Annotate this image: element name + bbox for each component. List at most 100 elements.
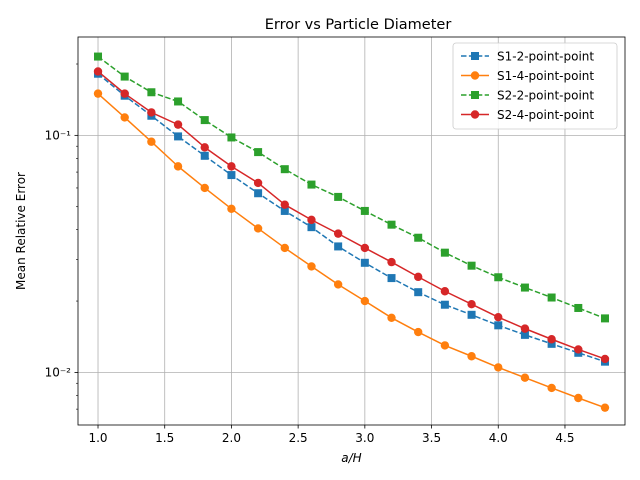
data-point (200, 116, 209, 125)
x-tick-label: 1.5 (155, 431, 174, 445)
series-line (97, 73, 606, 363)
data-point (600, 354, 610, 364)
data-point (600, 314, 609, 323)
data-point (440, 248, 449, 257)
data-point (93, 67, 103, 76)
series-S2-2-point-point (94, 52, 609, 323)
data-point (387, 274, 396, 283)
legend: S1-2-point-point S1-4-point-point S2-2-poi… (452, 42, 618, 130)
data-series (93, 52, 610, 412)
data-point (414, 272, 423, 282)
legend-marker (471, 52, 479, 60)
series-line (97, 93, 606, 409)
y-tick-label: 10⁻² (45, 365, 72, 379)
x-tick-label: 3.0 (355, 431, 374, 445)
data-point (494, 321, 503, 330)
chart-title: Error vs Particle Diameter (265, 17, 452, 33)
legend-label: S1-4-point-point (497, 69, 594, 83)
data-point (307, 180, 316, 189)
x-tick-label: 4.5 (555, 431, 574, 445)
data-point (467, 310, 476, 319)
series-line (97, 70, 606, 360)
data-point (307, 262, 316, 271)
data-point (227, 171, 236, 180)
x-tick-label: 2.0 (222, 431, 241, 445)
data-point (574, 303, 583, 312)
data-point (120, 72, 129, 81)
data-point (147, 108, 156, 117)
data-point (360, 206, 369, 215)
x-tick-label: 1.0 (88, 431, 107, 445)
data-point (494, 312, 503, 322)
legend-entry: S1-2-point-point (461, 50, 594, 64)
legend-label: S1-2-point-point (497, 50, 594, 64)
data-point (227, 204, 236, 214)
data-point (467, 261, 476, 270)
data-point (253, 178, 263, 188)
data-point (120, 89, 129, 98)
legend-entry: S2-2-point-point (461, 89, 594, 103)
plot-frame (77, 36, 626, 426)
data-point (440, 300, 449, 309)
data-point (200, 183, 209, 193)
data-point (227, 162, 236, 171)
data-point (494, 273, 503, 282)
legend-label: S2-2-point-point (497, 89, 594, 103)
data-point (600, 403, 610, 412)
data-point (360, 258, 369, 267)
data-point (280, 243, 289, 253)
legend-box (452, 42, 618, 130)
legend-entry: S1-4-point-point (461, 69, 594, 83)
data-point (440, 287, 450, 296)
x-tick-label: 4.0 (489, 431, 508, 445)
data-point (280, 200, 289, 209)
data-point (173, 120, 183, 129)
data-point (520, 324, 530, 333)
data-point (574, 345, 583, 354)
data-point (227, 133, 236, 142)
data-point (387, 220, 396, 229)
legend-entry: S2-4-point-point (461, 108, 594, 122)
data-point (280, 165, 289, 174)
data-point (547, 335, 556, 344)
data-point (280, 206, 289, 215)
data-point (387, 257, 396, 267)
y-tick-label: 10⁻¹ (45, 128, 72, 142)
data-point (333, 229, 343, 238)
axes: 1.0 1.5 2.0 2.5 3.0 3.5 4.0 4.5 10⁻² 10⁻¹ (45, 63, 575, 445)
data-point (147, 88, 156, 97)
data-point (360, 243, 370, 253)
series-S2-4-point-point (93, 67, 610, 364)
data-point (307, 215, 316, 225)
data-point (440, 341, 450, 350)
data-point (414, 233, 423, 242)
data-point (520, 330, 529, 339)
data-point (120, 113, 129, 122)
data-point (360, 296, 370, 306)
legend-marker (470, 71, 480, 80)
data-point (467, 299, 476, 309)
data-point (94, 52, 103, 61)
data-point (333, 280, 343, 289)
x-tick-label: 3.5 (422, 431, 441, 445)
data-point (574, 393, 583, 403)
data-point (254, 189, 263, 198)
data-point (547, 339, 556, 348)
data-point (547, 293, 556, 302)
series-S1-4-point-point (93, 89, 610, 412)
y-axis-label: Mean Relative Error (14, 172, 28, 290)
legend-marker (470, 110, 480, 119)
data-point (200, 151, 209, 160)
x-tick-label: 2.5 (289, 431, 308, 445)
data-point (414, 288, 423, 297)
x-axis-label: a/H (341, 451, 361, 465)
data-point (93, 89, 103, 98)
data-point (200, 143, 209, 152)
data-point (174, 97, 183, 106)
data-point (387, 313, 396, 322)
data-point (494, 363, 503, 372)
data-point (467, 352, 476, 361)
legend-marker (471, 91, 479, 99)
data-point (547, 383, 556, 393)
